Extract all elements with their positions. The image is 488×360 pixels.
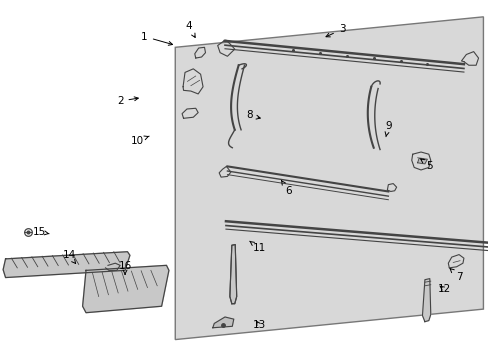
Text: 5: 5 <box>420 159 432 171</box>
Polygon shape <box>175 17 483 339</box>
Polygon shape <box>417 158 427 164</box>
Polygon shape <box>82 265 168 313</box>
Text: 4: 4 <box>185 21 195 37</box>
Text: 6: 6 <box>281 181 291 196</box>
Text: 9: 9 <box>384 121 391 137</box>
Text: 16: 16 <box>118 261 131 274</box>
Text: 13: 13 <box>252 320 265 330</box>
Text: 11: 11 <box>249 241 265 253</box>
Polygon shape <box>422 279 430 321</box>
Text: 10: 10 <box>130 136 149 145</box>
Text: 3: 3 <box>325 24 345 37</box>
Polygon shape <box>212 317 233 328</box>
Text: 8: 8 <box>245 111 260 121</box>
Text: 12: 12 <box>437 284 450 294</box>
Text: 7: 7 <box>449 269 462 282</box>
Polygon shape <box>3 252 130 278</box>
Text: 14: 14 <box>62 250 76 264</box>
Text: 2: 2 <box>117 96 138 106</box>
Polygon shape <box>229 244 236 304</box>
Text: 15: 15 <box>33 227 49 237</box>
Text: 1: 1 <box>141 32 172 45</box>
